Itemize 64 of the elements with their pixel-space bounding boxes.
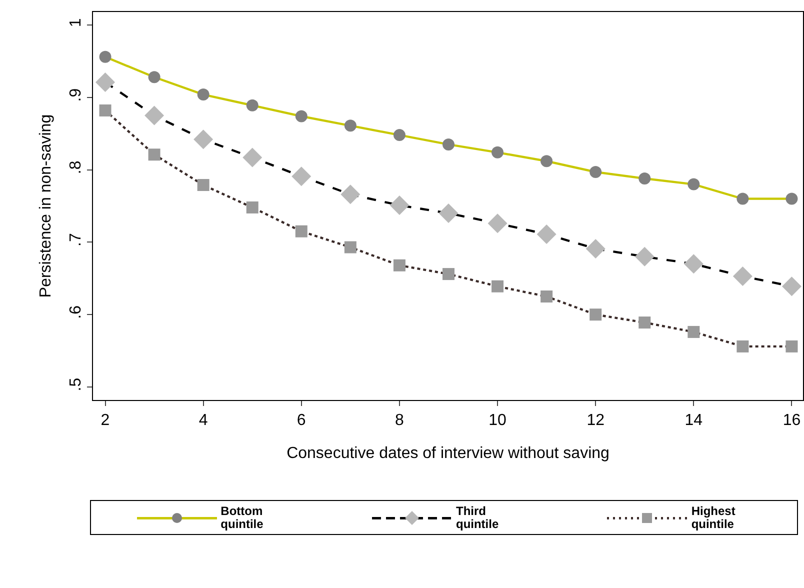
point [638, 172, 651, 184]
y-tick-label: .6 [68, 305, 85, 319]
point [540, 155, 553, 168]
point [246, 201, 258, 214]
point [442, 138, 454, 150]
y-tick-label: .8 [68, 160, 85, 174]
point [393, 129, 406, 142]
point [344, 241, 356, 254]
point [99, 104, 112, 116]
point [340, 184, 360, 204]
x-tick-label: 14 [684, 412, 703, 430]
point [782, 276, 802, 296]
y-tick-label: .5 [68, 378, 85, 392]
point [246, 99, 258, 112]
point [684, 254, 704, 274]
point [586, 238, 606, 258]
point [194, 130, 214, 150]
point [590, 308, 602, 321]
x-tick-label: 6 [296, 412, 306, 430]
point [393, 259, 406, 272]
point [488, 214, 508, 234]
y-tick-label: .9 [68, 88, 85, 102]
legend-label: Highest quintile [691, 504, 736, 530]
point [144, 106, 164, 126]
point [295, 110, 308, 122]
point [688, 178, 700, 190]
x-tick-label: 12 [586, 412, 605, 430]
point [736, 192, 749, 205]
x-tick-label: 4 [198, 412, 208, 430]
point [492, 146, 504, 158]
point [638, 316, 651, 329]
point [688, 326, 700, 338]
point [786, 340, 798, 352]
legend-label: Third quintile [456, 504, 500, 530]
x-tick-label: 10 [488, 412, 507, 430]
y-axis-title: Persistence in non-saving [38, 114, 54, 298]
x-tick-label: 16 [782, 412, 801, 430]
x-tick-label: 8 [395, 412, 404, 430]
point [96, 72, 116, 92]
point [736, 340, 749, 352]
y-tick-label: 1 [68, 18, 85, 28]
point [590, 166, 602, 178]
point [536, 224, 556, 244]
point [344, 120, 356, 132]
point [292, 166, 312, 186]
legend-label: Bottom quintile [220, 504, 264, 530]
point [390, 196, 410, 216]
point [634, 246, 654, 266]
x-axis-title: Consecutive dates of interview without saving [286, 444, 610, 462]
point [242, 148, 262, 168]
point [492, 280, 504, 292]
point [99, 50, 112, 63]
point [197, 88, 210, 101]
point [148, 71, 160, 84]
point [148, 148, 160, 161]
point [732, 266, 752, 286]
point [197, 179, 210, 192]
point [442, 268, 454, 280]
point [438, 203, 458, 223]
x-tick-label: 2 [100, 412, 110, 430]
point [786, 192, 798, 205]
point [540, 290, 553, 302]
point [295, 225, 308, 238]
y-tick-label: .7 [68, 233, 85, 246]
